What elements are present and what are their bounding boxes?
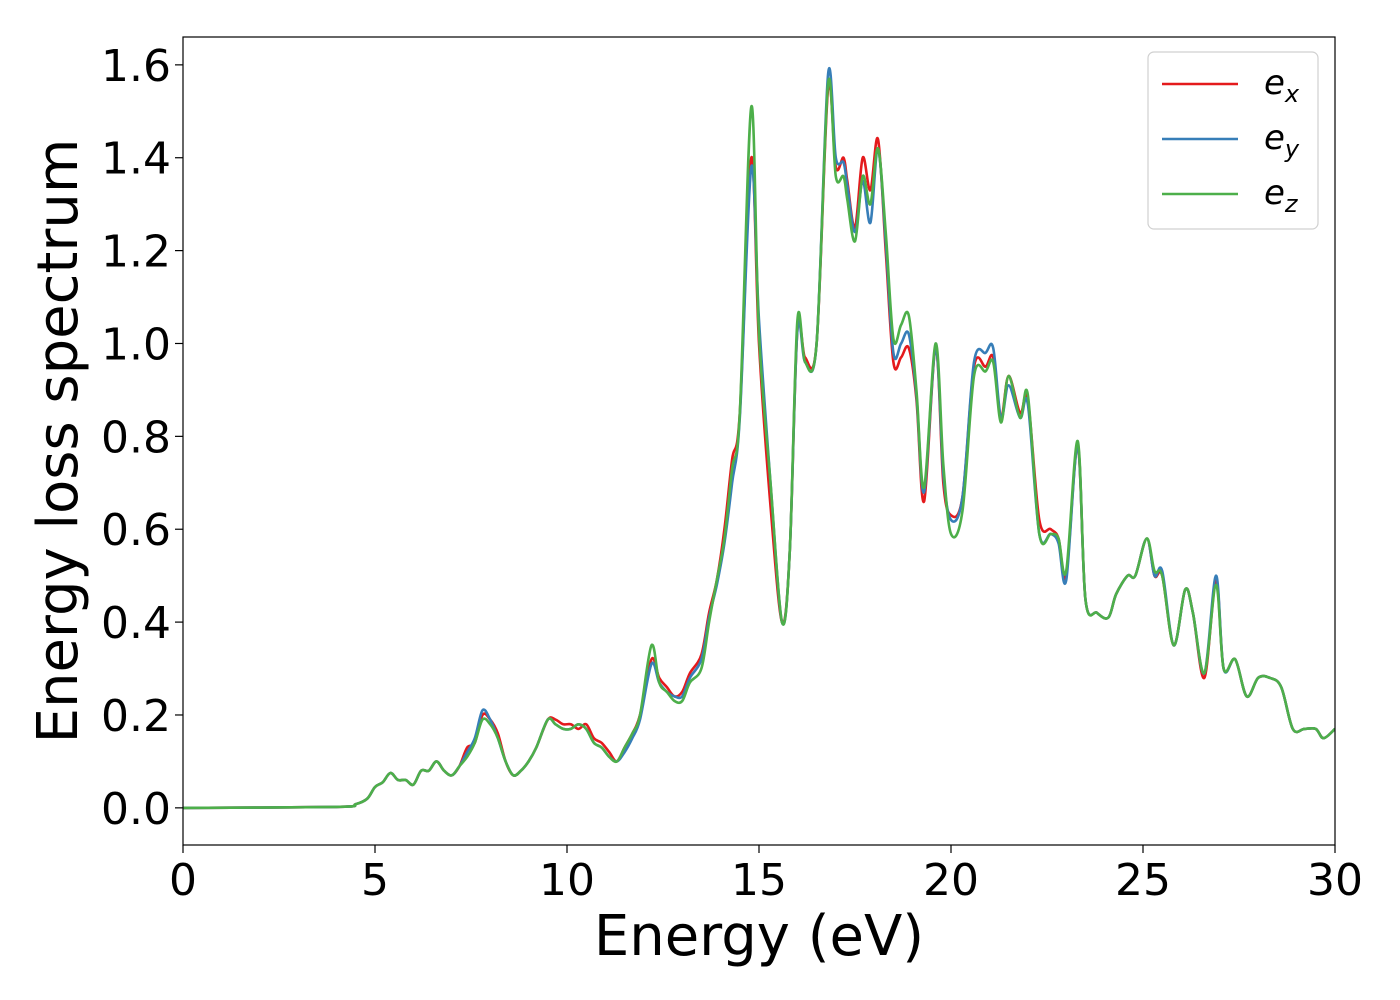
x-tick-label: 5 [361, 855, 389, 906]
x-axis-label: Energy (eV) [594, 904, 924, 969]
y-axis-ticks: 0.0 0.2 0.4 0.6 0.8 1.0 1.2 1.4 1.6 [101, 41, 183, 835]
legend-label: ex [1264, 63, 1300, 108]
x-tick-label: 15 [731, 855, 787, 906]
y-tick-label: 0.6 [101, 505, 171, 556]
y-tick-label: 1.2 [101, 227, 171, 278]
plot-lines [183, 67, 1335, 810]
y-tick-label: 0.2 [101, 691, 171, 742]
legend-label: ey [1264, 118, 1300, 163]
x-axis-ticks: 0 5 10 15 20 25 30 [169, 845, 1363, 906]
y-tick-label: 0.4 [101, 598, 171, 649]
x-tick-label: 0 [169, 855, 197, 906]
x-tick-label: 25 [1115, 855, 1171, 906]
legend: ex ey ez [1147, 51, 1319, 230]
y-tick-label: 0.0 [101, 784, 171, 835]
y-axis-label: Energy loss spectrum [26, 139, 91, 744]
x-tick-label: 30 [1307, 855, 1363, 906]
y-tick-label: 1.6 [101, 41, 171, 92]
legend-box [1147, 51, 1319, 230]
legend-label: ez [1264, 173, 1299, 218]
x-tick-label: 20 [923, 855, 979, 906]
series-line-e-z [183, 77, 1335, 810]
x-tick-label: 10 [539, 855, 595, 906]
y-tick-label: 1.0 [101, 319, 171, 370]
y-tick-label: 0.8 [101, 412, 171, 463]
y-tick-label: 1.4 [101, 134, 171, 185]
